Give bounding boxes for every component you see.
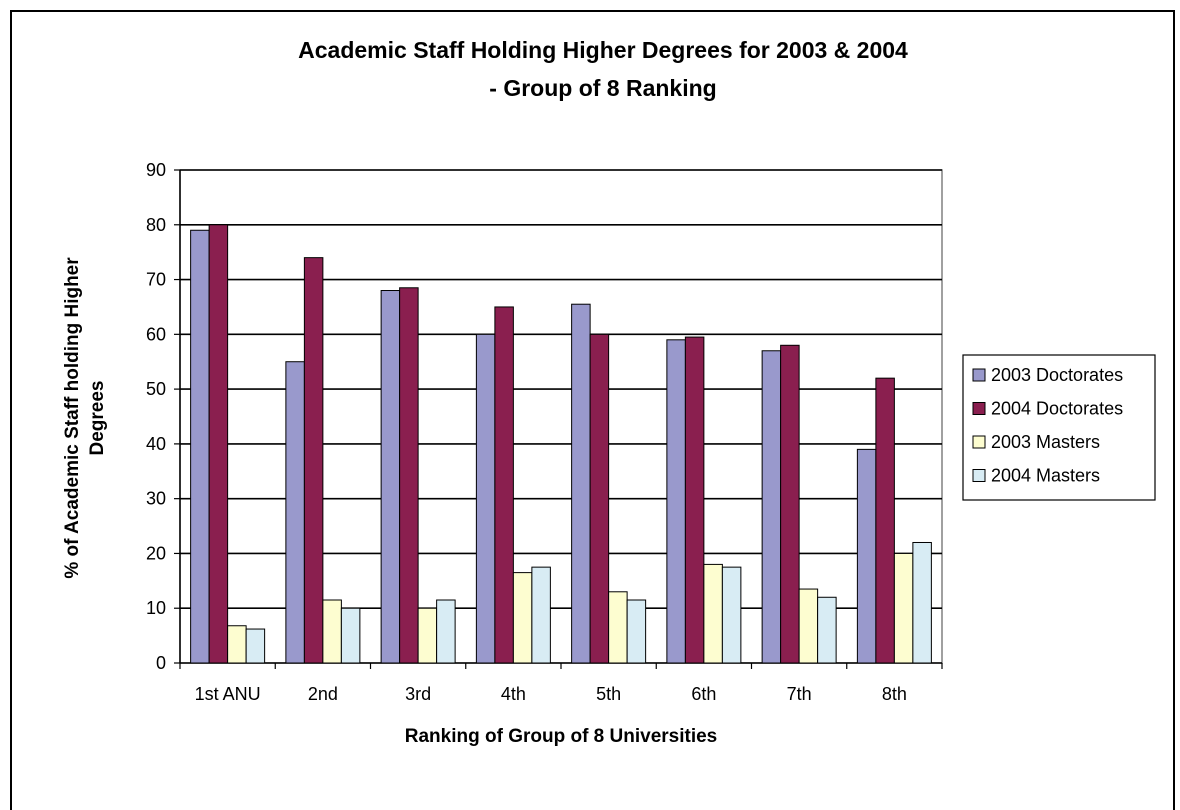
- y-axis-label-line-2: Degrees: [87, 381, 108, 456]
- bar-2004-doctorates: [494, 306, 514, 664]
- x-tick-label: 5th: [596, 684, 621, 704]
- bar-2003-doctorates: [761, 350, 782, 664]
- legend-entry: 2004 Masters: [991, 466, 1100, 486]
- bar-2003-doctorates: [190, 229, 210, 664]
- y-tick-label: 0: [156, 653, 166, 673]
- y-tick-label: 10: [146, 598, 166, 618]
- y-axis-label: % of Academic Staff holding Higher Degre…: [62, 257, 108, 579]
- y-tick-label: 80: [146, 215, 166, 235]
- legend-swatch: [972, 435, 986, 449]
- legend-entry: 2003 Masters: [991, 432, 1100, 452]
- bar-2003-masters: [893, 552, 914, 664]
- legend-entry: 2003 Doctorates: [991, 365, 1123, 385]
- bar-2003-masters: [227, 625, 247, 664]
- bar-2004-masters: [436, 599, 456, 664]
- bar-2004-masters: [340, 607, 361, 664]
- x-tick-label: 8th: [882, 684, 907, 704]
- legend-box: [962, 354, 1156, 501]
- bar-2004-masters: [626, 599, 647, 664]
- legend-swatch: [972, 368, 986, 382]
- bars: [190, 224, 932, 664]
- chart-frame: [10, 10, 1175, 810]
- bar-2003-masters: [703, 563, 723, 664]
- x-tick-label: 6th: [691, 684, 716, 704]
- bar-2003-doctorates: [475, 333, 496, 664]
- bar-2004-masters: [531, 566, 551, 664]
- bar-2003-doctorates: [571, 303, 591, 664]
- chart-title-line-1: Academic Staff Holding Higher Degrees fo…: [298, 37, 908, 63]
- y-tick-label: 70: [146, 270, 166, 290]
- bar-2004-doctorates: [208, 224, 229, 664]
- bar-2004-doctorates: [875, 377, 895, 664]
- x-tick-label: 1st ANU: [195, 684, 261, 704]
- legend: 2003 Doctorates 2004 Doctorates 2003 Maste…: [962, 354, 1156, 501]
- bar-2003-masters: [322, 599, 342, 664]
- bar-2004-masters: [721, 566, 742, 664]
- bar-2004-doctorates: [684, 336, 705, 664]
- y-axis-label-line-1: % of Academic Staff holding Higher: [62, 257, 83, 579]
- x-tick-label: 4th: [501, 684, 526, 704]
- bar-2003-masters: [798, 588, 819, 664]
- bar-2003-masters: [512, 572, 533, 664]
- x-axis-label: Ranking of Group of 8 Universities: [405, 726, 718, 747]
- y-tick-label: 60: [146, 324, 166, 344]
- legend-swatch: [972, 469, 986, 482]
- legend-entry: 2004 Doctorates: [991, 399, 1123, 419]
- x-tick-label: 3rd: [405, 684, 431, 704]
- bar-2004-doctorates: [399, 287, 419, 664]
- chart-title-line-2: - Group of 8 Ranking: [489, 75, 716, 101]
- bar-2003-doctorates: [380, 290, 401, 664]
- bar-2003-doctorates: [856, 448, 877, 664]
- bar-2003-masters: [608, 591, 628, 664]
- x-tick-label: 2nd: [308, 684, 338, 704]
- bar-2004-masters: [912, 541, 932, 664]
- bar-2004-masters: [817, 596, 837, 664]
- y-tick-label: 50: [146, 379, 166, 399]
- bar-2003-doctorates: [666, 339, 686, 664]
- legend-swatch: [972, 402, 986, 415]
- y-tick-label: 90: [146, 160, 166, 180]
- y-axis-ticks: 0 10 20 30 40 50 60 70 80 90: [146, 160, 180, 673]
- bar-2004-doctorates: [303, 257, 324, 664]
- y-tick-label: 20: [146, 543, 166, 563]
- bar-2004-masters: [245, 628, 266, 664]
- bar-2003-doctorates: [285, 361, 305, 664]
- bar-2003-masters: [417, 607, 438, 664]
- bar-2004-doctorates: [780, 344, 800, 664]
- y-tick-label: 40: [146, 434, 166, 454]
- y-tick-label: 30: [146, 489, 166, 509]
- x-tick-label: 7th: [787, 684, 812, 704]
- x-axis-ticks: 1st ANU 2nd 3rd 4th 5th 6th 7th 8th: [179, 663, 943, 704]
- bar-2004-doctorates: [589, 333, 610, 664]
